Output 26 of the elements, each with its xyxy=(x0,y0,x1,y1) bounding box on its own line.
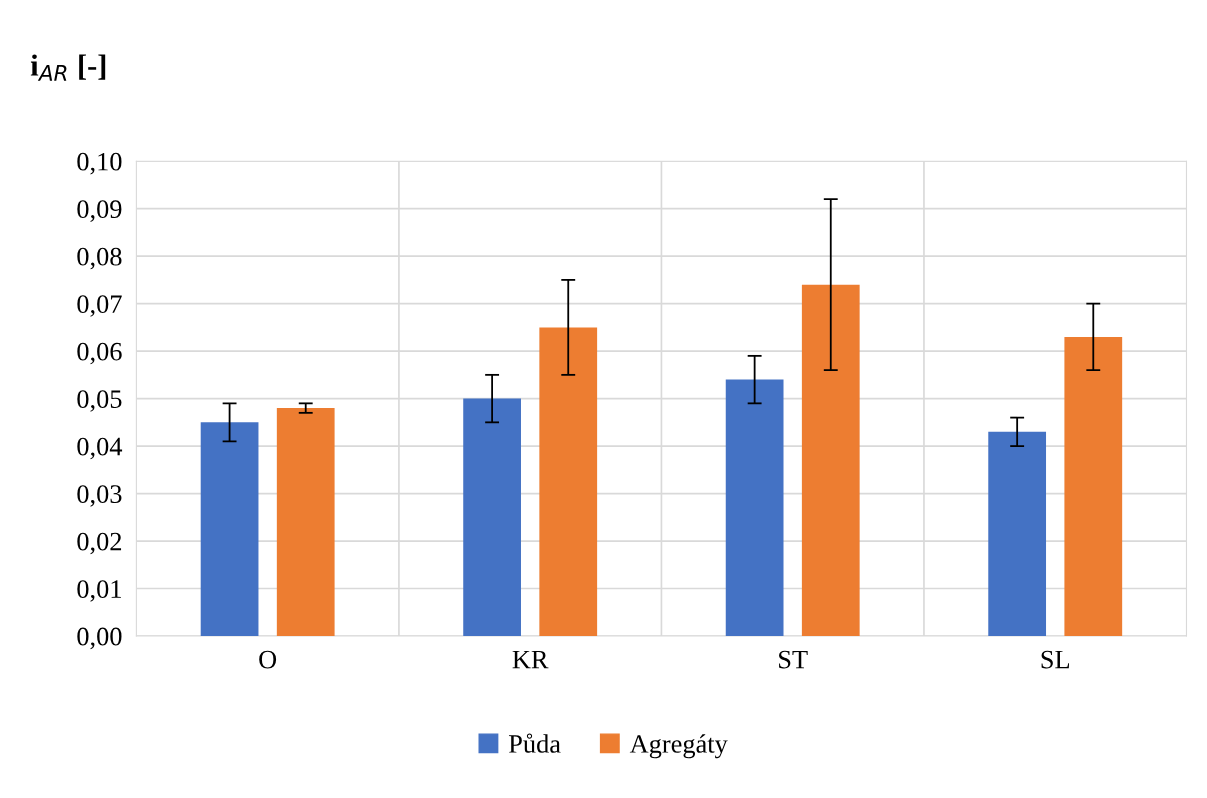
bar xyxy=(1064,336,1123,637)
y-tick-label: 0,01 xyxy=(77,580,121,602)
y-tick-label: 0,00 xyxy=(77,627,122,650)
bar xyxy=(725,379,784,637)
y-tick-label: 0,03 xyxy=(77,485,122,507)
y-axis-title: i$_{AR}$ [-] xyxy=(30,54,106,81)
bar xyxy=(276,408,335,637)
y-tick-label: 0,07 xyxy=(77,295,122,317)
y-tick-label: 0,10 xyxy=(77,152,122,175)
bar xyxy=(801,284,860,637)
y-tick-label: 0,06 xyxy=(77,342,122,365)
bar xyxy=(463,398,521,637)
x-tick-label: ST xyxy=(779,650,808,669)
y-tick-label: 0,05 xyxy=(77,390,122,412)
x-tick-label: KR xyxy=(512,650,549,669)
y-tick-label: 0,09 xyxy=(77,200,122,222)
y-tick-label: 0,02 xyxy=(77,532,122,555)
legend-label: Půda xyxy=(508,733,561,753)
legend-label: Agregáty xyxy=(629,734,728,759)
x-tick-label: SL xyxy=(1041,650,1070,669)
x-tick-label: O xyxy=(259,650,277,669)
y-tick-label: 0,04 xyxy=(77,437,123,460)
bar xyxy=(539,327,598,637)
bar xyxy=(988,431,1047,637)
bar xyxy=(200,422,259,637)
y-tick-label: 0,08 xyxy=(77,247,122,270)
